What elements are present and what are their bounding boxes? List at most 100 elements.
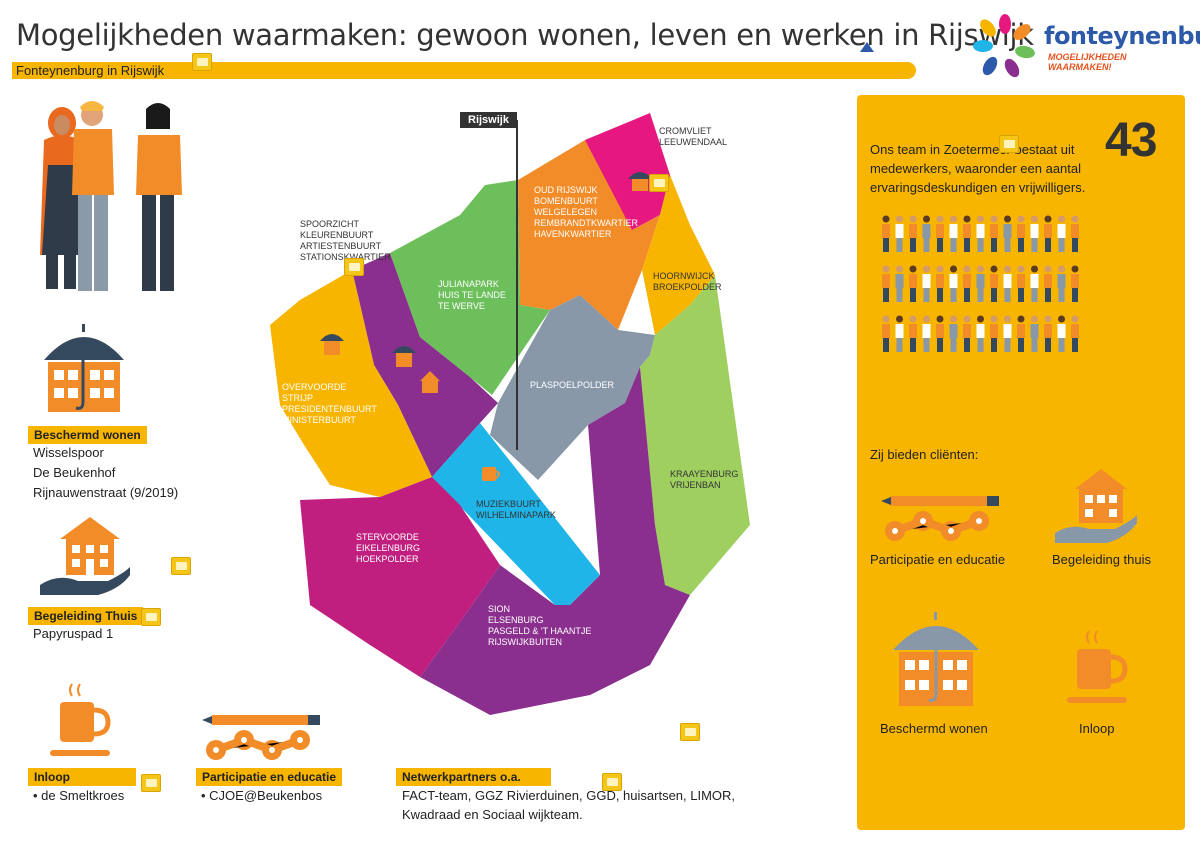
page-subtitle: Fonteynenburg in Rijswijk [16, 63, 165, 78]
flower-logo-icon [973, 14, 1035, 78]
person-icon [922, 215, 931, 252]
person-icon [949, 215, 958, 252]
comment-icon[interactable] [602, 773, 622, 791]
umbrella-house-icon [893, 612, 979, 706]
person-icon [922, 265, 931, 302]
team-text: ervaringsdeskundigen en vrijwilligers. [870, 180, 1086, 195]
house-marker-icon[interactable] [420, 371, 440, 393]
pencil-chain-icon [881, 496, 999, 541]
district-hoornwijck[interactable] [642, 175, 715, 335]
person-icon [990, 265, 998, 302]
brand-tagline: MOGELIJKHEDEN WAARMAKEN! [1048, 52, 1127, 72]
person-icon [909, 315, 917, 352]
district-julianapark[interactable] [390, 180, 550, 395]
umbrella-marker-icon[interactable] [320, 334, 344, 355]
district-plaspoelpolder[interactable] [490, 295, 655, 480]
house-hand-icon [1055, 469, 1137, 543]
beschermd-wonen-item: Rijnauwenstraat (9/2019) [33, 485, 179, 500]
district-spoorzicht[interactable] [352, 253, 498, 477]
netwerk-item: FACT-team, GGZ Rivierduinen, GGD, huisar… [402, 788, 736, 803]
comment-icon[interactable] [649, 174, 669, 192]
district-label: HOORNWIJCK BROEKPOLDER [653, 271, 722, 292]
map-flag: Rijswijk [460, 112, 517, 128]
person-icon [1017, 215, 1025, 252]
person-icon [922, 315, 931, 352]
person-icon [895, 265, 904, 302]
person-icon [1071, 315, 1079, 352]
comment-icon[interactable] [141, 608, 161, 626]
team-text: medewerkers, waaronder een aantal [870, 161, 1082, 176]
person-icon [1003, 265, 1012, 302]
comment-icon[interactable] [141, 774, 161, 792]
beschermd-wonen-item: De Beukenhof [33, 465, 116, 480]
person-icon [909, 215, 917, 252]
person-icon [976, 215, 985, 252]
person-icon [936, 315, 944, 352]
district-label: KRAAYENBURG VRIJENBAN [670, 469, 739, 490]
district-kraayenburg[interactable] [640, 275, 750, 595]
brand-logo: fonteynenburg MOGELIJKHEDEN WAARMAKEN! [970, 10, 1200, 82]
team-text: Ons team in Zoetermeer bestaat uit [870, 142, 1075, 157]
person-icon [976, 315, 985, 352]
person-icon [936, 215, 944, 252]
comment-icon[interactable] [192, 53, 212, 71]
begeleiding-thuis-label: Begeleiding Thuis [28, 607, 144, 625]
district-label: SION ELSENBURG PASGELD & 'T HAANTJE RIJS… [488, 604, 592, 647]
person-icon [882, 315, 890, 352]
umbrella-marker-icon[interactable] [628, 172, 652, 191]
person-icon [963, 215, 971, 252]
person-icon [976, 265, 985, 302]
beschermd-wonen-item: Wisselspoor [33, 445, 104, 460]
district-label: OUD RIJSWIJK BOMENBUURT WELGELEGEN REMBR… [534, 185, 639, 239]
person-icon [1003, 215, 1012, 252]
person-icon [1044, 315, 1052, 352]
person-icon [1057, 315, 1066, 352]
coffee-marker-icon[interactable] [482, 467, 500, 481]
person-icon [895, 315, 904, 352]
comment-icon[interactable] [999, 135, 1019, 153]
district-oud-rijswijk[interactable] [518, 140, 660, 330]
district-label: STERVOORDE EIKELENBURG HOEKPOLDER [356, 532, 421, 564]
brand-name: fonteynenburg [1044, 22, 1200, 50]
netwerk-label: Netwerkpartners o.a. [396, 768, 551, 786]
district-label: CROMVLIET LEEUWENDAAL [659, 126, 728, 147]
district-muziekbuurt[interactable] [432, 423, 600, 605]
page-title: Mogelijkheden waarmaken: gewoon wonen, l… [16, 18, 1034, 52]
comment-icon[interactable] [344, 258, 364, 276]
person-icon [963, 265, 971, 302]
comment-icon[interactable] [680, 723, 700, 741]
person-icon [1044, 265, 1052, 302]
person-icon [949, 265, 958, 302]
team-panel: Ons team in Zoetermeer bestaat uit medew… [857, 95, 1185, 830]
offer-label: Inloop [1079, 721, 1115, 736]
umbrella-marker-icon[interactable] [392, 346, 416, 367]
comment-icon[interactable] [171, 557, 191, 575]
district-label: PLASPOELPOLDER [530, 380, 615, 390]
district-overvoorde[interactable] [270, 270, 432, 497]
house-hand-icon [40, 517, 130, 595]
offer-heading: Zij bieden cliënten: [870, 447, 979, 462]
district-stervoorde[interactable] [300, 477, 500, 677]
offer-label: Begeleiding thuis [1052, 552, 1152, 567]
inloop-item: • de Smeltkroes [33, 788, 125, 803]
person-icon [1044, 215, 1052, 252]
participatie-item: • CJOE@Beukenbos [201, 788, 323, 803]
pencil-chain-icon [202, 715, 320, 760]
district-cromvliet[interactable] [585, 113, 670, 230]
person-icon [949, 315, 958, 352]
person-icon [1017, 315, 1025, 352]
district-sion[interactable] [420, 367, 690, 715]
district-label: SPOORZICHT KLEURENBUURT ARTIESTENBUURT S… [300, 219, 391, 262]
district-label: JULIANAPARK HUIS TE LANDE TE WERVE [438, 279, 506, 311]
person-icon [1030, 265, 1039, 302]
inloop-label: Inloop [28, 768, 136, 786]
district-map [270, 113, 750, 715]
team-count: 43 [1105, 114, 1157, 167]
person-icon [1057, 265, 1066, 302]
person-icon [882, 215, 890, 252]
person-icon [895, 215, 904, 252]
person-icon [1071, 215, 1079, 252]
district-label: OVERVOORDE STRIJP PRESIDENTENBUURT MINIS… [282, 382, 377, 425]
umbrella-house-icon [44, 324, 124, 412]
person-icon [963, 315, 971, 352]
